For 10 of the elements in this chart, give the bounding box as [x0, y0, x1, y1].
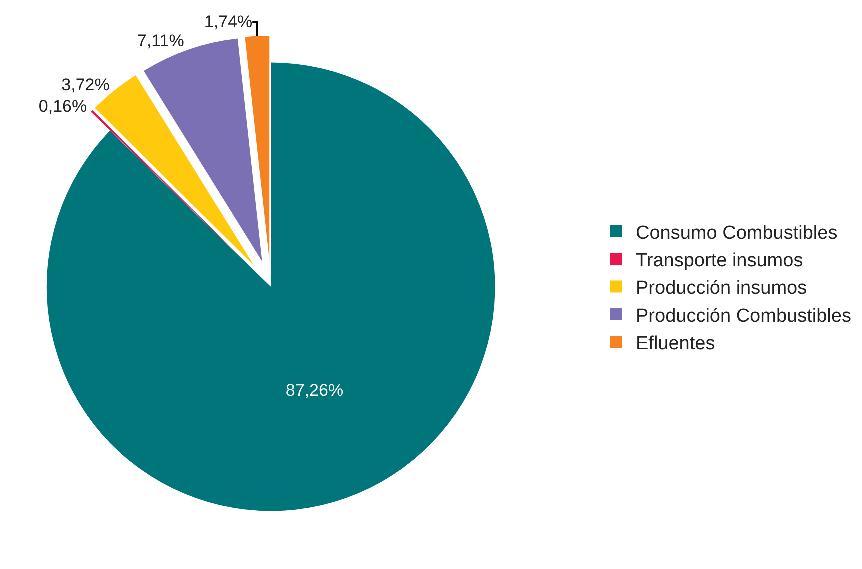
legend-label: Efluentes	[636, 334, 716, 355]
data-label: 7,11%	[137, 32, 184, 51]
data-label: 87,26%	[286, 380, 344, 400]
data-label: 0,16%	[38, 96, 88, 116]
legend-label: Producción Combustibles	[636, 306, 852, 327]
legend-label: Producción insumos	[636, 278, 808, 300]
data-label: 1,74%	[204, 12, 253, 32]
data-label: 3,72%	[62, 75, 110, 94]
legend-label: Transporte insumos	[636, 250, 804, 272]
legend-label: Consumo Combustibles	[636, 222, 838, 244]
